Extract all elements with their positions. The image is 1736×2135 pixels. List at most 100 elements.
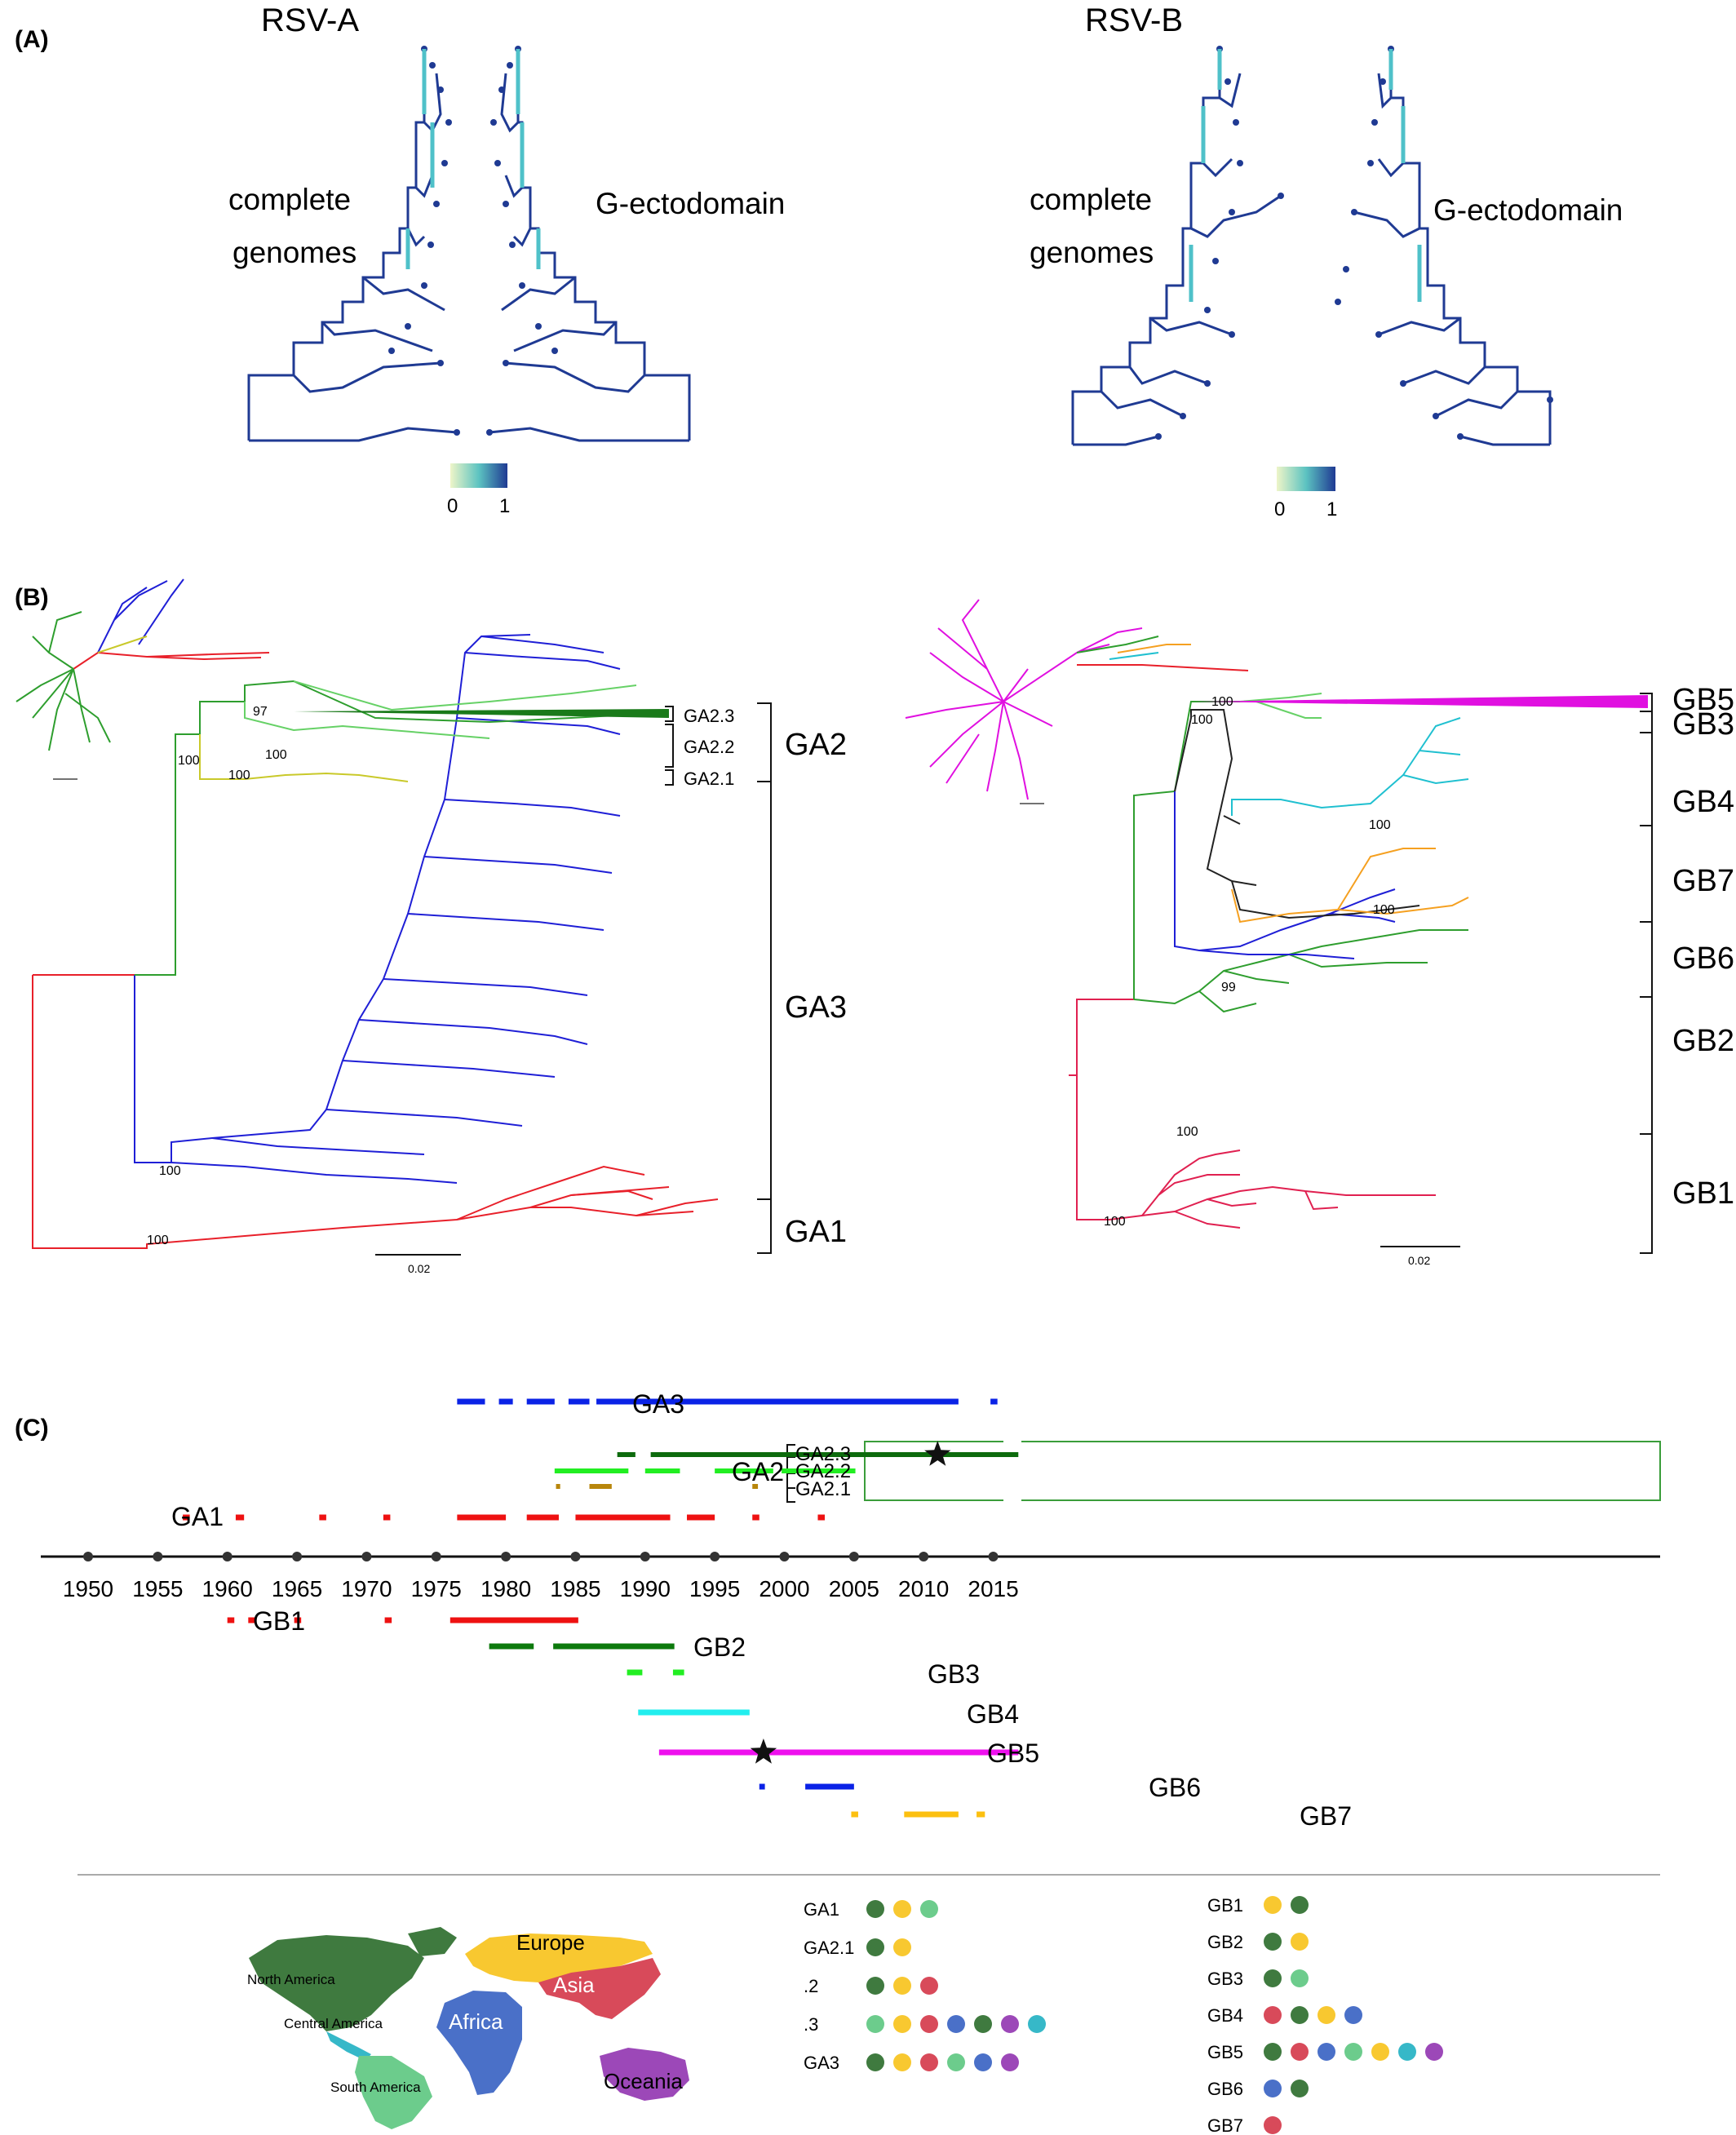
legend-ga-dot-ga2-1-europe [893,1938,911,1956]
rsva-color-scale [450,463,507,488]
legend-ga-dot-3-oceania [1001,2015,1019,2033]
legend-gb-dot-gb3-south-america [1291,1969,1309,1987]
rsvb-group-gb4: GB4 [1672,785,1734,819]
panel-label-a: (A) [15,26,49,53]
map-south-america [355,2056,432,2129]
rsva-bootstrap-5: 100 [159,1164,181,1178]
legend-ga-label-2: .2 [804,1976,818,1996]
rsva-bootstrap-6: 100 [147,1234,169,1247]
map-label-europe: Europe [516,1930,585,1955]
legend-ga-dot-3-europe [893,2015,911,2033]
legend-gb-dot-gb5-oceania [1425,2043,1443,2061]
rsva-tip-highlight [405,49,541,269]
legend-gb-label-gb4: GB4 [1207,2005,1243,2026]
legend-gb-label-gb5: GB5 [1207,2042,1243,2062]
ga2-box [864,1441,1661,1501]
ga2-box-gap [1003,1440,1021,1502]
rsva-scale-label: 0.02 [408,1262,430,1275]
map-asia [538,1958,661,2019]
timeline-label-gb6: GB6 [1149,1773,1201,1802]
timeline-label-ga23: GA2.3 [795,1443,851,1465]
rsva-group-ga2: GA2 [785,728,847,762]
legend-gb-label-gb2: GB2 [1207,1932,1243,1952]
legend-gb-dot-gb6-north-america [1291,2080,1309,2097]
timeline-label-ga2: GA2 [732,1457,784,1486]
rsva-bootstrap-3: 100 [178,754,200,768]
legend-gb-label-gb6: GB6 [1207,2079,1243,2099]
timeline-axis-ticks [83,1552,999,1561]
legend-gb-dot-gb5-africa [1318,2043,1335,2061]
rsva-clade-ga23: GA2.3 [684,706,734,726]
rsva-bootstrap-4: 100 [228,769,250,782]
axis-tick-2000 [779,1552,790,1561]
rsvb-group-gb3: GB3 [1672,707,1734,742]
legend-ga-dot-2-north-america [866,1977,884,1995]
axis-label-1975: 1975 [411,1576,462,1601]
legend-ga-dot-ga3-africa [974,2053,992,2071]
legend-ga-dot-ga1-europe [893,1900,911,1918]
rsva-rooted-tree [32,634,719,1249]
rsvb-bootstrap-1: 100 [1211,695,1233,709]
timeline-bars [183,1398,1019,1818]
axis-label-1980: 1980 [480,1576,531,1601]
rsvb-bootstrap-6: 100 [1176,1125,1198,1139]
map-label-asia: Asia [553,1973,595,1997]
map-central-america [326,2031,371,2061]
rsvb-bootstrap-5: 99 [1221,981,1236,994]
legend-ga-dot-ga3-north-america [866,2053,884,2071]
axis-tick-1960 [222,1552,232,1561]
rsvb-scale-label: 0.02 [1408,1254,1430,1267]
legend-gb-dot-gb7-asia [1264,2116,1282,2134]
map-north-america [249,1935,424,2031]
map-label-africa: Africa [449,2009,503,2034]
rsva-label-genomes: genomes [232,236,356,269]
axis-label-1985: 1985 [550,1576,600,1601]
axis-label-2000: 2000 [759,1576,809,1601]
legend-gb-dot-gb4-north-america [1291,2006,1309,2024]
timeline-label-gb1: GB1 [253,1606,305,1636]
timeline-label-ga3: GA3 [632,1389,684,1419]
legend-gb-dot-gb5-asia [1291,2043,1309,2061]
rsva-ga23-wedge [294,709,669,718]
legend-left: GA1 GA2.1 .2 .3 GA3 [804,1899,1046,2073]
axis-label-1970: 1970 [341,1576,392,1601]
legend-ga-label-ga3: GA3 [804,2053,839,2073]
world-map: North America Central America South Amer… [247,1927,689,2129]
rsva-scale-max: 1 [499,495,510,517]
map-label-oceania: Oceania [604,2069,683,2093]
axis-tick-1975 [431,1552,441,1561]
rsva-clade-brackets [665,702,772,1254]
legend-ga-dot-3-central-america [1028,2015,1046,2033]
panel-label-b: (B) [15,584,49,611]
axis-tick-1965 [292,1552,303,1561]
legend-ga-dot-ga2-1-north-america [866,1938,884,1956]
timeline-label-ga21: GA2.1 [795,1478,851,1500]
timeline-label-gb2: GB2 [693,1632,746,1662]
legend-ga-dot-ga3-south-america [947,2053,965,2071]
legend-ga-dot-3-africa [947,2015,965,2033]
legend-gb-dot-gb5-north-america [1264,2043,1282,2061]
legend-gb-dot-gb2-europe [1291,1933,1309,1951]
axis-label-2015: 2015 [968,1576,1018,1601]
rsvb-scale-min: 0 [1274,498,1285,520]
legend-ga-dot-3-asia [920,2015,938,2033]
legend-gb-label-gb1: GB1 [1207,1895,1243,1916]
axis-tick-1990 [640,1552,650,1561]
rsvb-bootstrap-7: 100 [1104,1215,1126,1229]
rsva-bootstrap-2: 100 [265,748,287,762]
timeline-label-ga1: GA1 [171,1502,224,1531]
rsvb-group-gb7: GB7 [1672,864,1734,898]
timeline-stars [750,1441,951,1764]
rsva-label-complete: complete [228,183,351,216]
axis-label-1990: 1990 [620,1576,671,1601]
legend-gb-dot-gb6-africa [1264,2080,1282,2097]
rsva-clade-ga21: GA2.1 [684,769,734,789]
axis-label-1950: 1950 [63,1576,113,1601]
axis-label-2005: 2005 [829,1576,879,1601]
timeline-label-ga22: GA2.2 [795,1460,851,1482]
rsvb-unrooted-thumbnail [905,599,1249,804]
map-africa [436,1991,522,2095]
legend-gb-label-gb3: GB3 [1207,1969,1243,1989]
legend-gb-label-gb7: GB7 [1207,2115,1243,2135]
